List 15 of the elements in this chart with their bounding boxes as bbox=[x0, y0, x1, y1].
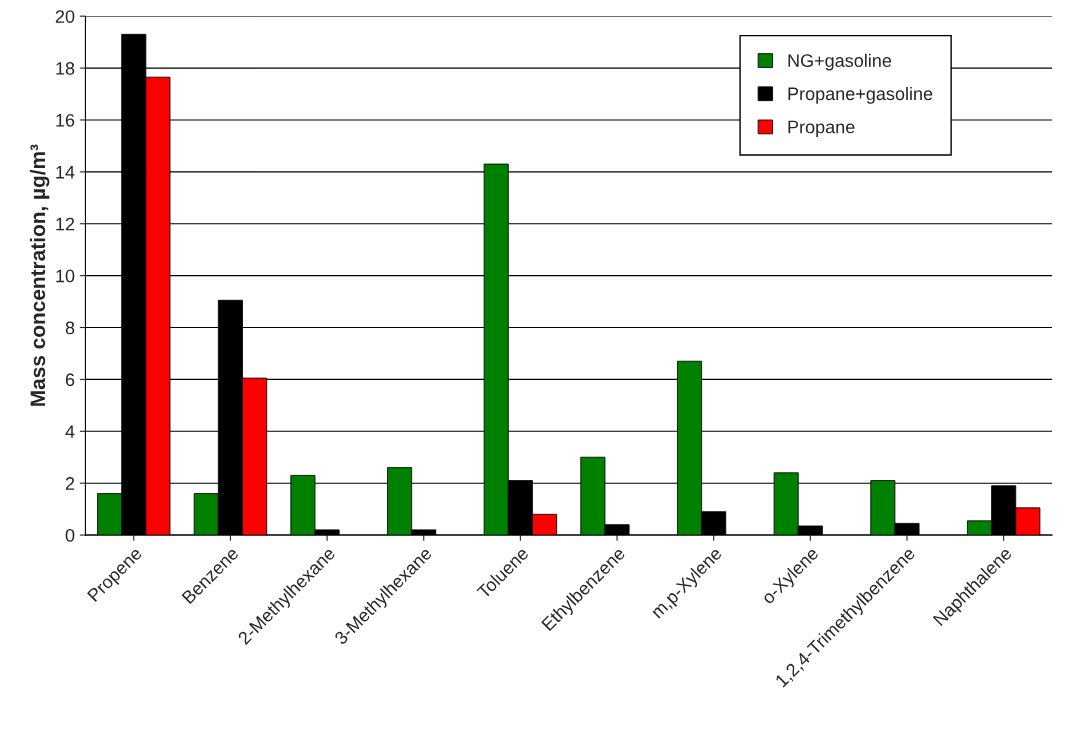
y-tick-label: 2 bbox=[65, 477, 75, 490]
y-tick-label: 18 bbox=[56, 62, 75, 75]
y-tick-label: 10 bbox=[56, 269, 75, 283]
y-tick-label: 0 bbox=[65, 529, 75, 542]
y-tick-label: 14 bbox=[56, 165, 75, 179]
y-tick-label: 12 bbox=[56, 217, 75, 231]
y-tick-label: 4 bbox=[65, 425, 75, 438]
legend-label: NG+gasoline bbox=[788, 53, 892, 71]
y-tick-label: 8 bbox=[65, 321, 75, 335]
legend-label: Propane bbox=[788, 120, 855, 137]
y-tick-label: 20 bbox=[55, 10, 75, 23]
y-axis-title: Mass concentration, µg/m³ bbox=[29, 144, 50, 406]
legend-label: Propane+gasoline bbox=[788, 86, 933, 104]
y-tick-label: 16 bbox=[56, 113, 75, 127]
y-tick-label: 6 bbox=[65, 373, 75, 387]
